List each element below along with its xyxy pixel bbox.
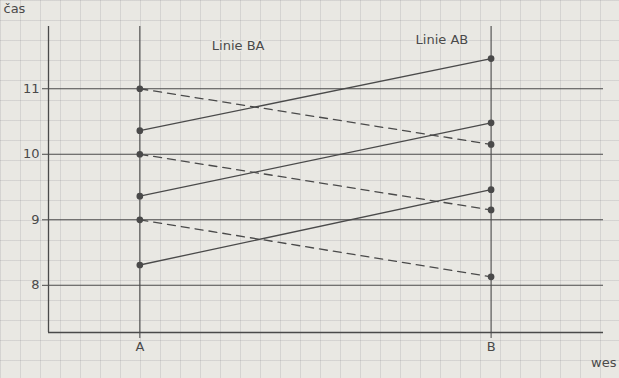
svg-text:A: A — [135, 339, 144, 354]
svg-text:8: 8 — [31, 277, 39, 292]
svg-text:Linie BA: Linie BA — [212, 38, 265, 53]
svg-text:čas: čas — [4, 1, 26, 16]
svg-text:9: 9 — [31, 212, 39, 227]
svg-text:Linie AB: Linie AB — [416, 32, 469, 47]
svg-text:11: 11 — [23, 81, 40, 96]
svg-text:wes: wes — [591, 355, 617, 370]
svg-text:10: 10 — [23, 146, 40, 161]
svg-text:B: B — [487, 339, 496, 354]
